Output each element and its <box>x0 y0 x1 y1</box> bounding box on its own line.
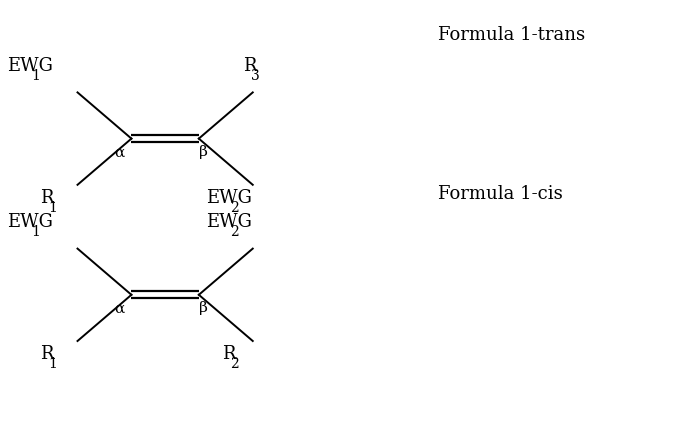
Text: R: R <box>40 189 54 207</box>
Text: Formula 1-cis: Formula 1-cis <box>438 185 563 203</box>
Text: 1: 1 <box>31 69 40 83</box>
Text: α: α <box>115 145 125 159</box>
Text: β: β <box>199 301 208 315</box>
Text: 3: 3 <box>251 69 259 83</box>
Text: 2: 2 <box>230 225 239 239</box>
Text: R: R <box>222 345 236 363</box>
Text: 2: 2 <box>230 201 239 215</box>
Text: 1: 1 <box>49 201 57 215</box>
Text: R: R <box>40 345 54 363</box>
Text: β: β <box>199 145 208 159</box>
Text: 1: 1 <box>31 225 40 239</box>
Text: 1: 1 <box>49 357 57 371</box>
Text: R: R <box>243 57 256 75</box>
Text: α: α <box>115 301 125 315</box>
Text: Formula 1-trans: Formula 1-trans <box>438 26 585 44</box>
Text: 2: 2 <box>231 357 239 371</box>
Text: EWG: EWG <box>7 57 53 75</box>
Text: EWG: EWG <box>206 189 251 207</box>
Text: EWG: EWG <box>7 213 53 231</box>
Text: EWG: EWG <box>206 213 251 231</box>
